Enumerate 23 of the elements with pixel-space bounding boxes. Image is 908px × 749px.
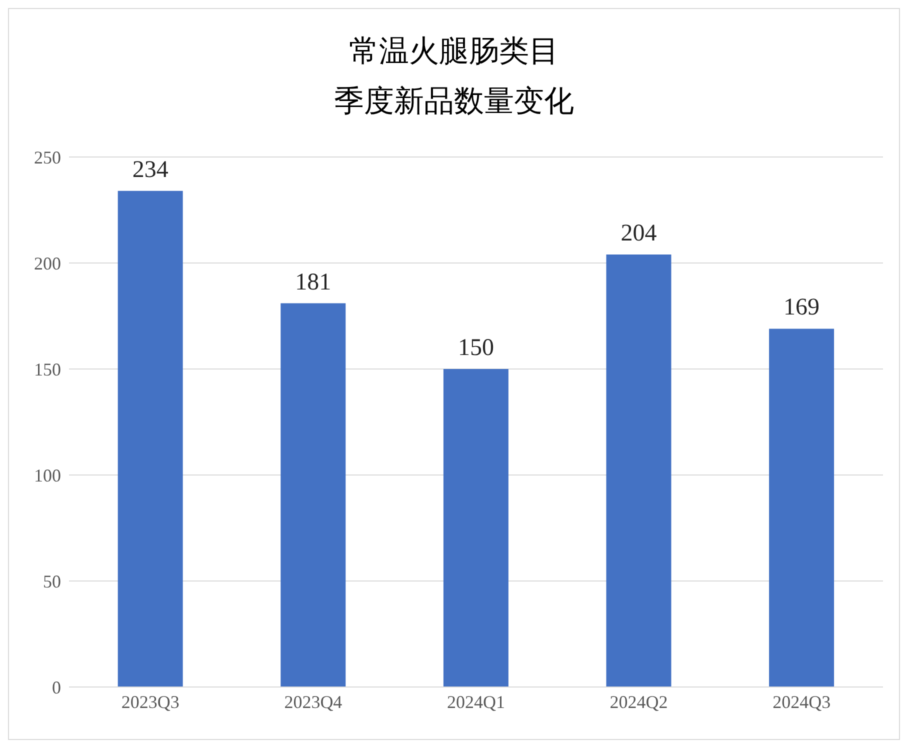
chart-subtitle: 季度新品数量变化 xyxy=(333,84,575,120)
data-label: 181 xyxy=(295,269,332,296)
chart-title: 常温火腿肠类目 xyxy=(348,34,560,70)
y-tick-label: 50 xyxy=(43,571,61,592)
x-tick-label: 2023Q4 xyxy=(284,692,342,712)
data-label: 150 xyxy=(458,335,494,361)
data-label: 234 xyxy=(132,156,168,183)
y-tick-label: 100 xyxy=(34,465,61,486)
y-tick-label: 0 xyxy=(52,677,61,698)
x-tick-label: 2024Q1 xyxy=(447,692,505,712)
y-tick-label: 150 xyxy=(34,359,61,380)
y-tick-label: 250 xyxy=(34,147,61,168)
bar xyxy=(280,303,346,687)
bar xyxy=(606,254,672,687)
y-tick-label: 200 xyxy=(34,253,61,274)
x-tick-label: 2024Q2 xyxy=(610,692,668,712)
data-label: 169 xyxy=(784,294,820,321)
x-tick-label: 2023Q3 xyxy=(121,692,180,712)
bar xyxy=(118,190,183,687)
bar xyxy=(769,328,834,687)
bar xyxy=(443,369,508,687)
x-tick-label: 2024Q3 xyxy=(772,692,831,712)
data-label: 204 xyxy=(620,220,657,247)
